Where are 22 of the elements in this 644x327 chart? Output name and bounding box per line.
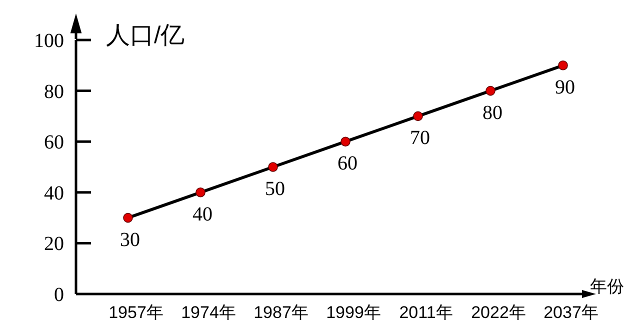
data-label: 50: [265, 178, 285, 200]
y-tick-label: 100: [34, 30, 64, 52]
x-axis-title: 年份: [590, 277, 624, 296]
y-tick-label: 40: [44, 182, 64, 204]
x-tick-label: 2022年: [471, 303, 526, 322]
data-label: 90: [555, 76, 575, 98]
y-tick-label: 60: [44, 132, 64, 154]
x-tick-label: 1957年: [108, 303, 164, 322]
data-label: 40: [192, 203, 212, 226]
data-label: 80: [482, 102, 502, 124]
data-label: 60: [338, 152, 358, 175]
data-label: 30: [120, 228, 140, 251]
x-tick-label: 2037年: [544, 303, 598, 322]
x-tick-label: 1987年: [254, 303, 308, 322]
data-label: 70: [410, 127, 430, 150]
y-tick-label: 20: [44, 233, 64, 256]
y-tick-label: 80: [44, 80, 64, 103]
x-tick-label: 2011年: [399, 303, 453, 322]
x-tick-label: 1974年: [181, 303, 236, 322]
y-axis-title: 人口/亿: [106, 22, 185, 49]
y-tick-label: 0: [54, 284, 64, 306]
x-tick-label: 1999年: [326, 303, 381, 322]
